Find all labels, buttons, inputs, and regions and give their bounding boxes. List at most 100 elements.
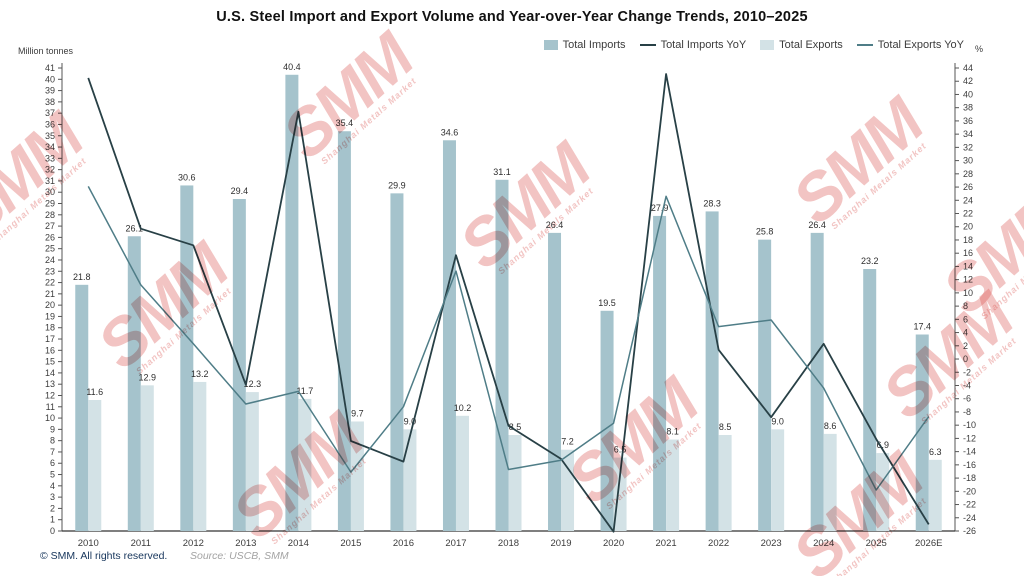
copyright-text: © SMM. All rights reserved. xyxy=(40,550,168,562)
left-axis-tick-label: 7 xyxy=(50,447,55,457)
left-axis-tick-label: 18 xyxy=(45,323,55,333)
x-axis-year-label: 2022 xyxy=(708,538,729,549)
export-bar xyxy=(508,435,522,531)
legend: Total Imports Total Imports YoY Total Expo… xyxy=(543,39,964,51)
export-bar-value-label: 8.1 xyxy=(666,427,679,437)
left-axis-tick-label: 32 xyxy=(45,165,55,175)
legend-item-total-exports-yoy[interactable]: Total Exports YoY xyxy=(856,39,964,51)
left-axis-tick-label: 41 xyxy=(45,63,55,73)
left-axis-tick-label: 14 xyxy=(45,368,55,378)
legend-item-total-imports[interactable]: Total Imports xyxy=(543,39,626,51)
export-bar-value-label: 10.2 xyxy=(454,403,472,413)
left-axis-tick-label: 35 xyxy=(45,131,55,141)
x-axis-year-label: 2026E xyxy=(915,538,942,549)
legend-label: Total Imports YoY xyxy=(660,39,747,51)
left-axis-tick-label: 17 xyxy=(45,334,55,344)
left-axis-tick-label: 37 xyxy=(45,108,55,118)
right-axis-tick-label: 40 xyxy=(963,89,973,99)
import-bar-value-label: 27.9 xyxy=(651,203,669,213)
x-axis-year-label: 2010 xyxy=(78,538,99,549)
left-axis-tick-label: 4 xyxy=(50,481,55,491)
right-axis-tick-label: 22 xyxy=(963,209,973,219)
exports-yoy-line xyxy=(87,186,930,491)
export-bar-value-label: 6.3 xyxy=(929,447,942,457)
left-axis-unit-label: Million tonnes xyxy=(18,46,74,56)
right-axis-tick-label: 0 xyxy=(963,354,968,364)
right-axis-tick-label: 18 xyxy=(963,235,973,245)
legend-label: Total Imports xyxy=(562,39,626,51)
export-bar-value-label: 9.0 xyxy=(771,416,784,426)
export-bar xyxy=(350,421,364,531)
x-axis-year-label: 2012 xyxy=(183,538,204,549)
left-axis-tick-label: 21 xyxy=(45,289,55,299)
left-axis-tick-label: 13 xyxy=(45,379,55,389)
legend-item-total-imports-yoy[interactable]: Total Imports YoY xyxy=(639,39,747,51)
left-axis-tick-label: 2 xyxy=(50,503,55,513)
right-axis-tick-label: -18 xyxy=(963,473,976,483)
left-axis-tick-label: 36 xyxy=(45,119,55,129)
left-axis-tick-label: 26 xyxy=(45,232,55,242)
export-bar-value-label: 11.6 xyxy=(86,387,103,397)
import-bar xyxy=(810,232,824,531)
legend-label: Total Exports YoY xyxy=(877,39,964,51)
left-axis-tick-label: 1 xyxy=(50,515,55,525)
export-bar-value-label: 6.9 xyxy=(876,440,889,450)
export-bar xyxy=(298,398,312,531)
left-axis-tick-label: 6 xyxy=(50,458,55,468)
left-axis-tick-label: 12 xyxy=(45,390,55,400)
export-bar-value-label: 13.2 xyxy=(191,369,209,379)
left-axis-tick-label: 3 xyxy=(50,492,55,502)
right-axis-tick-label: 24 xyxy=(963,195,973,205)
right-axis-tick-label: 36 xyxy=(963,116,973,126)
import-bar xyxy=(180,185,194,531)
left-axis-tick-label: 24 xyxy=(45,255,55,265)
x-axis-year-label: 2019 xyxy=(550,538,571,549)
import-bar-value-label: 29.9 xyxy=(388,180,406,190)
x-axis-year-label: 2021 xyxy=(656,538,677,549)
right-axis-tick-label: 42 xyxy=(963,76,973,86)
import-bar-value-label: 26.4 xyxy=(808,220,826,230)
left-axis-tick-label: 5 xyxy=(50,470,55,480)
right-axis-tick-label: 4 xyxy=(963,328,968,338)
import-bar xyxy=(863,269,877,531)
import-bar-value-label: 21.8 xyxy=(73,272,91,282)
right-axis-tick-label: -6 xyxy=(963,394,971,404)
import-bar xyxy=(75,284,89,531)
left-axis-tick-label: 31 xyxy=(45,176,55,186)
left-axis-tick-label: 33 xyxy=(45,153,55,163)
right-axis-tick-label: 6 xyxy=(963,314,968,324)
right-axis-tick-label: 34 xyxy=(963,129,973,139)
export-bar xyxy=(771,429,785,531)
x-axis-year-label: 2020 xyxy=(603,538,624,549)
right-axis-tick-label: 38 xyxy=(963,103,973,113)
export-bar-value-label: 8.5 xyxy=(719,422,732,432)
left-axis-tick-label: 10 xyxy=(45,413,55,423)
right-axis-tick-label: 28 xyxy=(963,169,973,179)
import-bar-value-label: 29.4 xyxy=(231,186,249,196)
legend-item-total-exports[interactable]: Total Exports xyxy=(760,39,843,51)
import-bar-value-label: 23.2 xyxy=(861,256,879,266)
right-axis-tick-label: 44 xyxy=(963,63,973,73)
imports-yoy-line xyxy=(87,73,930,533)
right-axis-tick-label: -10 xyxy=(963,420,976,430)
right-axis-tick-label: -2 xyxy=(963,367,971,377)
import-bar-value-label: 19.5 xyxy=(598,298,616,308)
right-axis-tick-label: -4 xyxy=(963,380,971,390)
import-bar-value-label: 26.1 xyxy=(126,223,144,233)
export-bar xyxy=(718,435,732,531)
export-bar xyxy=(140,385,154,531)
right-axis-tick-label: -12 xyxy=(963,433,976,443)
import-bar xyxy=(495,179,509,532)
x-axis-year-label: 2024 xyxy=(813,538,834,549)
export-bar xyxy=(876,453,890,531)
x-axis-year-label: 2016 xyxy=(393,538,414,549)
right-axis-tick-label: -8 xyxy=(963,407,971,417)
import-bar-value-label: 30.6 xyxy=(178,172,196,182)
import-bar-value-label: 28.3 xyxy=(703,198,721,208)
right-axis-tick-label: 10 xyxy=(963,288,973,298)
x-axis-year-label: 2023 xyxy=(761,538,782,549)
left-axis-tick-label: 23 xyxy=(45,266,55,276)
left-axis-tick-label: 0 xyxy=(50,526,55,536)
right-axis-tick-label: -20 xyxy=(963,486,976,496)
